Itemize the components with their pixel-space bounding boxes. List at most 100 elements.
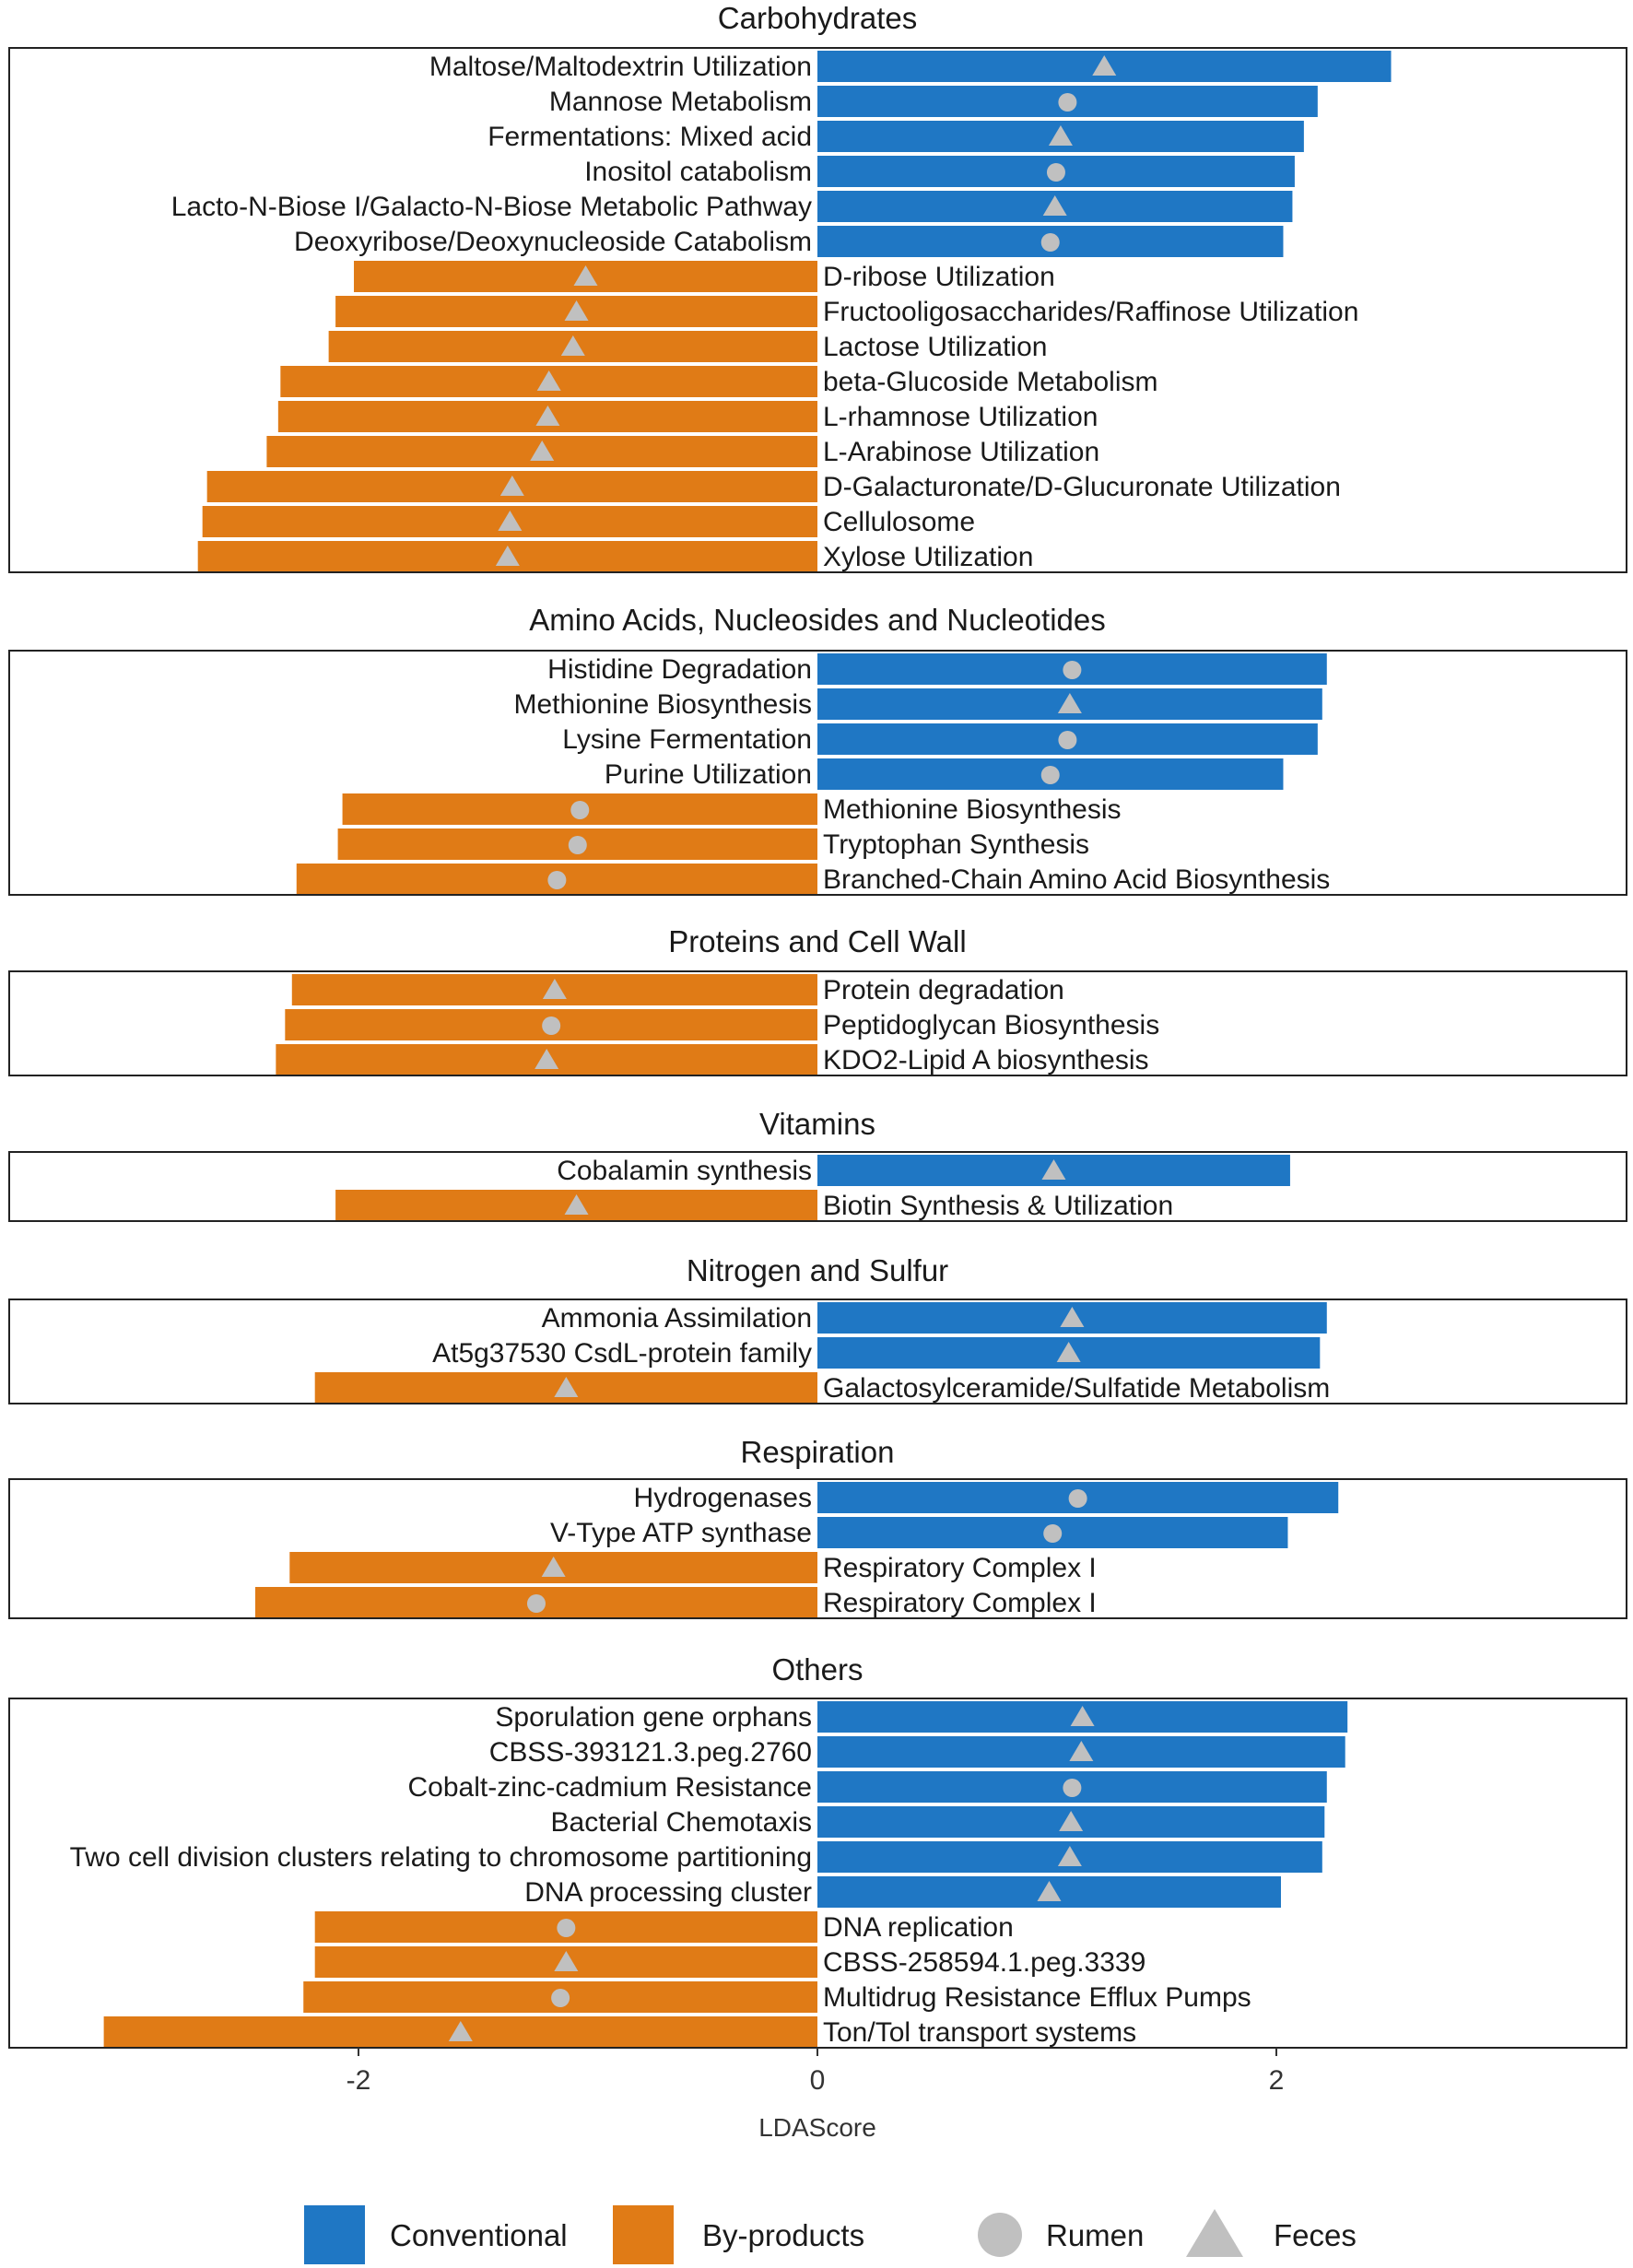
panel-frame [8, 970, 1627, 1076]
row-label: Inositol catabolism [584, 157, 812, 187]
rumen-marker [570, 801, 590, 819]
feces-marker [1057, 1846, 1082, 1866]
feces-marker [573, 265, 598, 286]
panel-title: Proteins and Cell Wall [668, 924, 966, 958]
feces-marker [1060, 1307, 1085, 1327]
row-label: Lysine Fermentation [562, 724, 812, 755]
legend-rumen-marker [978, 2213, 1022, 2257]
panel-title: Amino Acids, Nucleosides and Nucleotides [529, 603, 1106, 637]
rumen-marker [1058, 731, 1077, 749]
feces-marker [1042, 195, 1067, 216]
x-tick-label: -2 [347, 2065, 371, 2096]
legend-swatch [613, 2205, 674, 2264]
row-label: Biotin Synthesis & Utilization [823, 1191, 1173, 1221]
row-label: At5g37530 CsdL-protein family [432, 1338, 812, 1369]
row-label: Hydrogenases [634, 1483, 812, 1513]
feces-marker [1069, 1741, 1094, 1761]
rumen-marker [526, 1594, 546, 1613]
panel-frame [8, 47, 1627, 573]
feces-marker [1037, 1881, 1062, 1901]
feces-marker [554, 1377, 579, 1397]
row-label: Methionine Biosynthesis [513, 689, 812, 720]
feces-marker [1070, 1706, 1095, 1726]
row-label: Bacterial Chemotaxis [551, 1807, 812, 1838]
row-label: Ammonia Assimilation [542, 1303, 812, 1334]
feces-marker [536, 370, 561, 391]
feces-marker [1048, 125, 1073, 146]
row-label: D-Galacturonate/D-Glucuronate Utilizatio… [823, 472, 1341, 502]
row-label: Lactose Utilization [823, 332, 1047, 362]
row-label: Cobalt-zinc-cadmium Resistance [408, 1772, 813, 1803]
panel-frame [8, 650, 1627, 896]
row-label: Lacto-N-Biose I/Galacto-N-Biose Metaboli… [171, 192, 812, 222]
row-label: Fructooligosaccharides/Raffinose Utiliza… [823, 297, 1358, 327]
row-label: Deoxyribose/Deoxynucleoside Catabolism [294, 227, 812, 257]
row-label: Tryptophan Synthesis [823, 829, 1089, 860]
row-label: D-ribose Utilization [823, 262, 1055, 292]
rumen-marker [557, 1919, 576, 1937]
row-label: L-rhamnose Utilization [823, 402, 1098, 432]
feces-marker [1056, 1342, 1081, 1362]
feces-marker [499, 476, 524, 496]
feces-marker [1041, 1159, 1066, 1180]
x-tick-label: 0 [810, 2065, 826, 2096]
row-label: L-Arabinose Utilization [823, 437, 1099, 467]
feces-marker [541, 1557, 566, 1577]
feces-marker [560, 335, 585, 356]
rumen-marker [1063, 1779, 1082, 1797]
feces-marker [542, 979, 567, 999]
row-label: Two cell division clusters relating to c… [70, 1842, 812, 1873]
row-label: V-Type ATP synthase [550, 1518, 812, 1548]
panel-title: Respiration [741, 1435, 895, 1469]
row-label: Branched-Chain Amino Acid Biosynthesis [823, 864, 1330, 895]
rumen-marker [1043, 1524, 1063, 1543]
legend-label: By-products [702, 2218, 864, 2252]
row-label: Galactosylceramide/Sulfatide Metabolism [823, 1373, 1330, 1404]
feces-marker [564, 300, 589, 321]
legend-label: Rumen [1046, 2218, 1144, 2252]
x-axis-title: LDAScore [758, 2113, 876, 2142]
feces-marker [1059, 1811, 1084, 1831]
row-label: DNA replication [823, 1912, 1014, 1943]
rumen-marker [1040, 233, 1060, 252]
row-label: Peptidoglycan Biosynthesis [823, 1010, 1159, 1040]
legend-label: Feces [1274, 2218, 1357, 2252]
panel-frame [8, 1478, 1627, 1619]
row-label: CBSS-393121.3.peg.2760 [489, 1737, 812, 1768]
row-label: Respiratory Complex I [823, 1553, 1097, 1583]
row-label: Multidrug Resistance Efflux Pumps [823, 1982, 1251, 2013]
row-label: Respiratory Complex I [823, 1588, 1097, 1618]
rumen-marker [1058, 93, 1077, 112]
row-label: Histidine Degradation [547, 654, 812, 685]
rumen-marker [1068, 1489, 1087, 1508]
feces-marker [554, 1951, 579, 1971]
row-label: Protein degradation [823, 975, 1064, 1005]
feces-marker [498, 511, 523, 531]
panel-title: Carbohydrates [718, 1, 917, 35]
panel-frame [8, 1151, 1627, 1222]
panel-title: Others [771, 1652, 863, 1686]
row-label: DNA processing cluster [524, 1877, 812, 1908]
row-label: KDO2-Lipid A biosynthesis [823, 1045, 1149, 1075]
row-label: Cobalamin synthesis [557, 1156, 812, 1186]
legend-label: Conventional [390, 2218, 568, 2252]
row-label: Fermentations: Mixed acid [488, 122, 812, 152]
row-label: Maltose/Maltodextrin Utilization [429, 52, 812, 82]
rumen-marker [547, 871, 567, 889]
rumen-marker [542, 1016, 561, 1035]
row-label: Purine Utilization [605, 759, 812, 790]
feces-marker [495, 546, 520, 566]
feces-marker [530, 441, 555, 461]
x-tick-label: 2 [1269, 2065, 1285, 2096]
row-label: Cellulosome [823, 507, 975, 537]
row-label: Methionine Biosynthesis [823, 794, 1122, 825]
panel-frame [8, 1299, 1627, 1404]
feces-marker [1057, 693, 1082, 713]
feces-marker [535, 1049, 559, 1069]
feces-marker [1092, 55, 1117, 76]
rumen-marker [551, 1989, 570, 2007]
row-label: beta-Glucoside Metabolism [823, 367, 1158, 397]
panel-title: Vitamins [759, 1107, 875, 1141]
legend-feces-marker [1186, 2209, 1243, 2257]
